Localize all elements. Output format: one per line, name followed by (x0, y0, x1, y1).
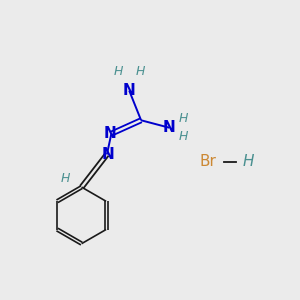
Text: Br: Br (200, 154, 216, 169)
Text: H: H (136, 65, 145, 78)
Text: N: N (103, 126, 116, 141)
Text: H: H (179, 130, 188, 143)
Text: N: N (163, 120, 176, 135)
Text: N: N (102, 147, 115, 162)
Text: N: N (123, 83, 136, 98)
Text: H: H (113, 65, 123, 78)
Text: H: H (61, 172, 70, 185)
Text: H: H (179, 112, 188, 125)
Text: H: H (242, 154, 254, 169)
